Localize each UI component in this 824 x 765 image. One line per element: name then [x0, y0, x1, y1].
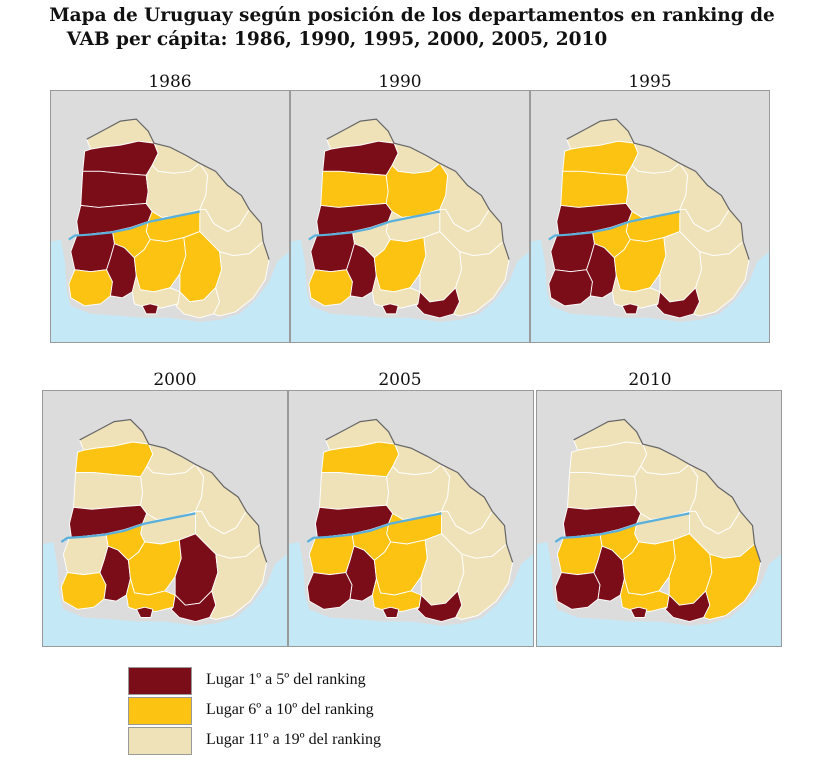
department-rocha	[693, 240, 750, 317]
sea-area	[531, 239, 769, 342]
legend-label-rank-6-10: Lugar 6º a 10º del ranking	[206, 701, 374, 718]
year-label-1990: 1990	[378, 72, 422, 92]
department-montevideo	[381, 303, 399, 315]
sea-area	[291, 239, 529, 342]
map-panel-1990	[290, 90, 530, 343]
map-panel-2010	[536, 390, 782, 647]
department-paysandu	[80, 170, 149, 208]
department-colonia	[554, 572, 601, 610]
year-label-2000: 2000	[153, 370, 197, 390]
year-label-2005: 2005	[378, 370, 422, 390]
sea-area	[43, 541, 287, 646]
year-label-2010: 2010	[628, 370, 672, 390]
country-border-line	[573, 418, 762, 563]
department-rocha	[209, 543, 268, 620]
department-rocha	[703, 543, 762, 620]
sea-area	[51, 239, 289, 342]
legend-swatch-rank-6-10	[128, 697, 192, 725]
rio-negro-river	[308, 210, 440, 241]
page-title: Mapa de Uruguay según posición de los de…	[0, 4, 824, 52]
department-montevideo	[381, 606, 400, 618]
title-line-1: Mapa de Uruguay según posición de los de…	[49, 5, 775, 26]
country-border-line	[566, 118, 750, 260]
department-paysandu	[73, 472, 144, 510]
sea-area	[537, 541, 781, 646]
map-panel-1995	[530, 90, 770, 343]
legend-swatch-rank-11-19	[128, 727, 192, 755]
department-montevideo	[621, 303, 639, 315]
department-montevideo	[141, 303, 159, 315]
department-colonia	[68, 269, 113, 307]
department-paysandu	[560, 170, 629, 208]
title-line-2: VAB per cápita: 1986, 1990, 1995, 2000, …	[66, 29, 608, 50]
year-label-1986: 1986	[148, 72, 192, 92]
department-rocha	[213, 240, 270, 317]
legend-label-rank-11-19: Lugar 11º a 19º del ranking	[206, 731, 382, 748]
department-colonia	[60, 572, 107, 610]
department-montevideo	[629, 606, 648, 618]
sea-area	[289, 541, 533, 646]
rio-negro-river	[68, 210, 200, 241]
map-panel-2000	[42, 390, 288, 647]
department-paysandu	[320, 170, 389, 208]
country-border-line	[325, 418, 514, 563]
uruguay-map-1986	[51, 118, 289, 342]
rio-negro-river	[306, 512, 442, 543]
map-panel-1986	[50, 90, 290, 343]
department-colonia	[306, 572, 353, 610]
map-panel-2005	[288, 390, 534, 647]
department-rocha	[453, 240, 510, 317]
department-montevideo	[135, 606, 154, 618]
rio-negro-river	[554, 512, 690, 543]
country-border-line	[79, 418, 268, 563]
country-border-line	[86, 118, 270, 260]
uruguay-map-2005	[289, 418, 533, 646]
department-colonia	[548, 269, 593, 307]
rio-negro-river	[548, 210, 680, 241]
country-border-line	[326, 118, 510, 260]
uruguay-map-2000	[43, 418, 287, 646]
legend-label-rank-1-5: Lugar 1º a 5º del ranking	[206, 671, 366, 688]
department-paysandu	[319, 472, 390, 510]
rio-negro-river	[60, 512, 196, 543]
year-label-1995: 1995	[628, 72, 672, 92]
legend-swatch-rank-1-5	[128, 667, 192, 695]
uruguay-map-1990	[291, 118, 529, 342]
department-paysandu	[567, 472, 638, 510]
department-rocha	[455, 543, 514, 620]
uruguay-map-1995	[531, 118, 769, 342]
uruguay-map-2010	[537, 418, 781, 646]
department-colonia	[308, 269, 353, 307]
